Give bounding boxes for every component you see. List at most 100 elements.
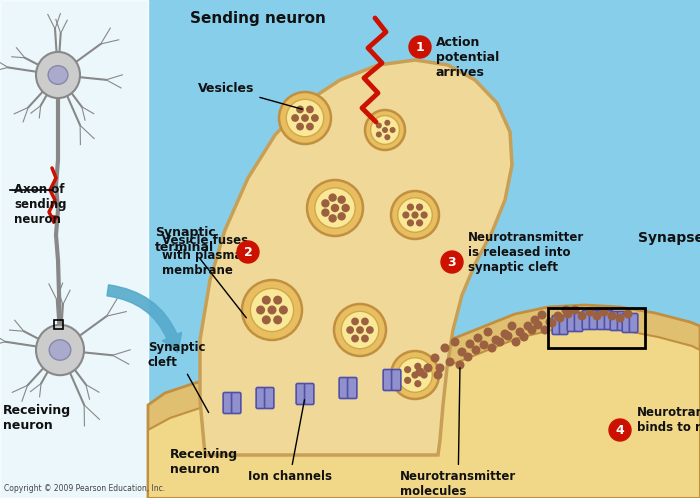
Circle shape xyxy=(491,336,500,345)
Circle shape xyxy=(356,326,364,334)
FancyBboxPatch shape xyxy=(610,312,619,331)
Circle shape xyxy=(321,199,330,208)
Circle shape xyxy=(337,212,346,221)
Circle shape xyxy=(328,214,337,223)
Text: Neurotransmitter
binds to receptor: Neurotransmitter binds to receptor xyxy=(637,406,700,434)
Text: Axon of
sending
neuron: Axon of sending neuron xyxy=(14,183,66,226)
Circle shape xyxy=(570,305,580,315)
Circle shape xyxy=(315,188,355,228)
Circle shape xyxy=(337,196,346,204)
Circle shape xyxy=(456,361,465,370)
Circle shape xyxy=(585,307,594,317)
FancyBboxPatch shape xyxy=(304,383,314,404)
Circle shape xyxy=(416,368,424,376)
Circle shape xyxy=(342,204,350,212)
Circle shape xyxy=(592,312,601,321)
Text: Action
potential
arrives: Action potential arrives xyxy=(436,36,499,79)
Circle shape xyxy=(328,193,337,202)
Text: Synaptic
terminal: Synaptic terminal xyxy=(155,226,246,318)
FancyBboxPatch shape xyxy=(391,370,401,390)
Circle shape xyxy=(391,191,439,239)
Text: Vesicle fuses
with plasma
membrane: Vesicle fuses with plasma membrane xyxy=(162,234,248,276)
Circle shape xyxy=(528,326,536,335)
Circle shape xyxy=(409,36,431,58)
Circle shape xyxy=(407,219,414,227)
Circle shape xyxy=(484,328,493,337)
Polygon shape xyxy=(200,60,512,455)
Circle shape xyxy=(421,211,428,219)
Circle shape xyxy=(321,209,330,217)
Circle shape xyxy=(311,114,318,122)
FancyBboxPatch shape xyxy=(256,387,265,408)
Circle shape xyxy=(404,366,411,373)
Circle shape xyxy=(500,330,510,339)
Circle shape xyxy=(416,204,423,211)
FancyBboxPatch shape xyxy=(575,313,583,332)
Text: Synaptic
cleft: Synaptic cleft xyxy=(148,341,209,412)
FancyBboxPatch shape xyxy=(629,314,638,333)
Circle shape xyxy=(334,304,386,356)
Circle shape xyxy=(361,318,369,325)
Circle shape xyxy=(473,334,482,343)
Circle shape xyxy=(435,364,444,373)
FancyBboxPatch shape xyxy=(617,312,626,331)
Circle shape xyxy=(384,120,391,126)
Circle shape xyxy=(466,340,475,349)
Circle shape xyxy=(503,332,512,341)
FancyBboxPatch shape xyxy=(265,387,274,408)
Circle shape xyxy=(382,127,388,133)
Text: 2: 2 xyxy=(244,246,253,259)
Circle shape xyxy=(390,127,395,133)
Circle shape xyxy=(351,318,359,325)
Circle shape xyxy=(273,296,282,305)
FancyBboxPatch shape xyxy=(347,377,357,398)
Circle shape xyxy=(262,315,271,324)
Circle shape xyxy=(445,358,454,367)
Text: Ion channels: Ion channels xyxy=(248,400,332,483)
Bar xyxy=(0,0,148,498)
Circle shape xyxy=(458,348,466,357)
FancyBboxPatch shape xyxy=(383,370,393,390)
Text: Sending neuron: Sending neuron xyxy=(190,10,326,25)
Circle shape xyxy=(424,364,433,373)
Ellipse shape xyxy=(49,340,71,360)
Circle shape xyxy=(496,338,505,347)
Circle shape xyxy=(273,315,282,324)
Circle shape xyxy=(365,110,405,150)
Circle shape xyxy=(515,328,524,337)
Circle shape xyxy=(508,322,517,331)
Circle shape xyxy=(524,322,533,331)
FancyBboxPatch shape xyxy=(597,310,606,330)
Circle shape xyxy=(414,380,421,387)
Circle shape xyxy=(306,123,314,130)
Circle shape xyxy=(384,134,391,140)
Circle shape xyxy=(361,335,369,343)
FancyBboxPatch shape xyxy=(582,310,591,330)
Circle shape xyxy=(342,311,379,349)
Circle shape xyxy=(331,204,340,212)
Text: Receiving
neuron: Receiving neuron xyxy=(170,448,238,476)
Circle shape xyxy=(351,335,359,343)
Circle shape xyxy=(279,305,288,315)
Circle shape xyxy=(609,419,631,441)
Text: Receiving
neuron: Receiving neuron xyxy=(3,404,71,432)
FancyBboxPatch shape xyxy=(589,310,598,330)
FancyBboxPatch shape xyxy=(559,316,568,335)
Circle shape xyxy=(291,114,299,122)
Text: Vesicles: Vesicles xyxy=(198,82,302,109)
Circle shape xyxy=(540,326,550,335)
Circle shape xyxy=(416,219,423,227)
Circle shape xyxy=(554,312,563,321)
Circle shape xyxy=(251,288,293,332)
Text: Neurotransmitter
is released into
synaptic cleft: Neurotransmitter is released into synapt… xyxy=(468,231,584,273)
Circle shape xyxy=(533,321,542,330)
Circle shape xyxy=(463,353,473,362)
Circle shape xyxy=(578,312,587,321)
Circle shape xyxy=(402,211,409,219)
Circle shape xyxy=(433,371,442,379)
Circle shape xyxy=(414,363,421,370)
Circle shape xyxy=(556,314,564,323)
Circle shape xyxy=(407,204,414,211)
Circle shape xyxy=(441,251,463,273)
Circle shape xyxy=(370,116,400,144)
